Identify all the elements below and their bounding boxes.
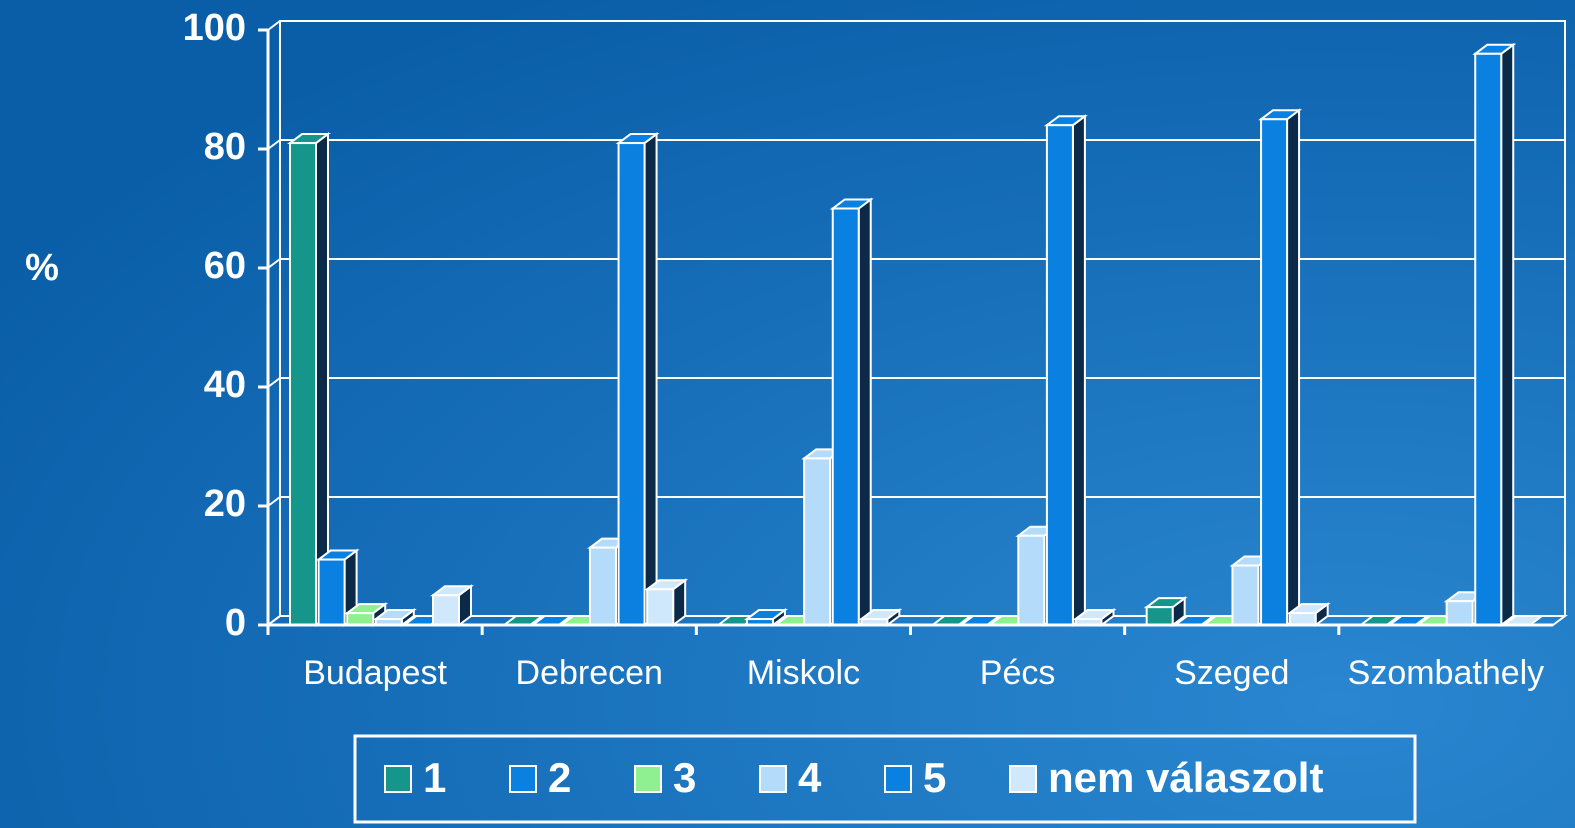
bar — [346, 612, 375, 626]
bar-side — [315, 132, 329, 627]
legend-label: 5 — [923, 754, 946, 801]
bar — [1288, 612, 1317, 626]
x-tick-label: Miskolc — [747, 654, 860, 692]
bar — [432, 594, 460, 626]
bar — [1017, 534, 1046, 626]
bar — [1145, 606, 1174, 627]
grid-line — [267, 139, 1565, 150]
bar — [1260, 118, 1289, 626]
y-tick-label: 0 — [225, 602, 246, 644]
bar — [1045, 124, 1074, 626]
y-tick-label: 40 — [204, 364, 246, 406]
x-tick-label: Budapest — [303, 654, 447, 692]
bar — [1231, 564, 1260, 626]
legend-label: 4 — [798, 754, 822, 801]
bar-side — [643, 132, 658, 627]
legend-swatch — [884, 765, 912, 793]
legend-box — [353, 734, 1417, 824]
bar-side — [1071, 114, 1086, 627]
legend-label: 3 — [673, 754, 696, 801]
legend-swatch — [509, 765, 537, 793]
y-tick-label: 100 — [183, 7, 246, 49]
legend-swatch — [1009, 765, 1037, 793]
bar — [317, 558, 346, 626]
bar — [588, 546, 617, 627]
y-tick-label: 20 — [204, 483, 246, 525]
legend-swatch — [384, 765, 412, 793]
legend-label: 2 — [548, 754, 571, 801]
bar — [617, 142, 646, 627]
bar-side — [1286, 108, 1301, 627]
x-tick-label: Szombathely — [1348, 654, 1545, 692]
bar — [803, 457, 832, 626]
grid-line — [267, 496, 1565, 507]
legend-label: nem válaszolt — [1048, 754, 1323, 801]
legend-swatch — [759, 765, 787, 793]
bar — [646, 588, 675, 626]
y-tick-label: 60 — [204, 245, 246, 287]
y-axis-label: % — [25, 247, 59, 289]
bar-side — [1500, 42, 1515, 627]
bar — [289, 142, 317, 627]
x-tick-label: Szeged — [1174, 654, 1289, 692]
bar — [1474, 52, 1503, 627]
x-tick-label: Pécs — [980, 654, 1056, 692]
y-tick-label: 80 — [204, 126, 246, 168]
grid-line — [267, 20, 1565, 31]
bar-side — [857, 197, 872, 627]
x-tick-label: Debrecen — [516, 654, 663, 692]
grid-line — [267, 377, 1565, 388]
bar — [831, 207, 860, 626]
bar — [1445, 600, 1474, 627]
grid-line — [267, 258, 1565, 269]
legend-swatch — [634, 765, 662, 793]
legend-label: 1 — [423, 754, 446, 801]
